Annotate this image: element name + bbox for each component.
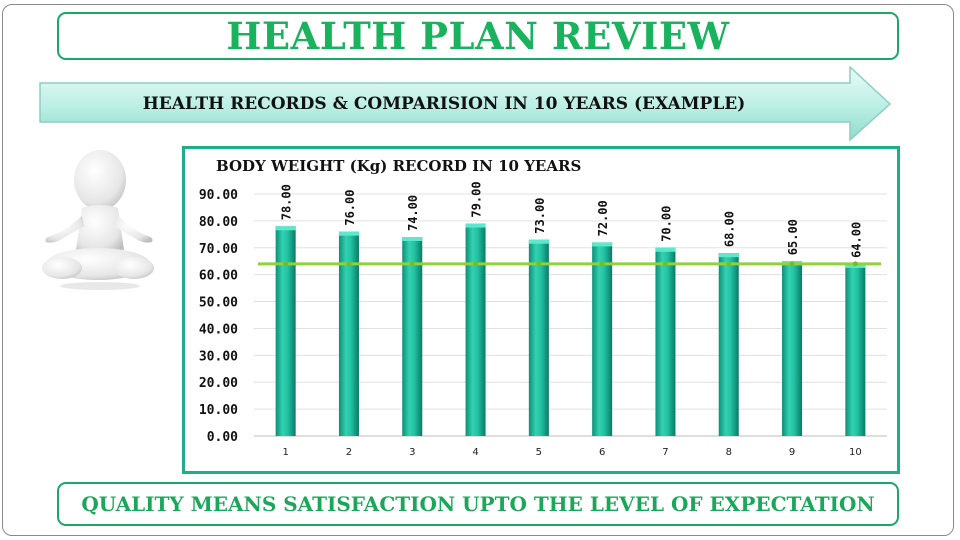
y-tick-label: 20.00 bbox=[199, 376, 238, 391]
target-point bbox=[473, 261, 479, 267]
data-label: 76.00 bbox=[343, 190, 357, 226]
target-point bbox=[536, 261, 542, 267]
data-label: 73.00 bbox=[533, 198, 547, 234]
bar-cap bbox=[655, 247, 676, 252]
data-label: 68.00 bbox=[723, 211, 737, 247]
bar bbox=[592, 242, 613, 436]
footer-text: QUALITY MEANS SATISFACTION UPTO THE LEVE… bbox=[81, 492, 875, 516]
page-title: HEALTH PLAN REVIEW bbox=[226, 14, 730, 58]
y-tick-label: 90.00 bbox=[199, 188, 238, 203]
data-label: 64.00 bbox=[849, 222, 863, 258]
bar bbox=[718, 253, 739, 436]
data-label: 72.00 bbox=[596, 200, 610, 236]
x-tick-label: 2 bbox=[346, 447, 352, 458]
y-tick-label: 70.00 bbox=[199, 242, 238, 257]
bar-cap bbox=[592, 242, 613, 247]
bar bbox=[782, 261, 803, 436]
bar bbox=[402, 237, 423, 436]
target-point bbox=[662, 261, 668, 267]
y-tick-label: 80.00 bbox=[199, 215, 238, 230]
x-tick-label: 1 bbox=[282, 447, 288, 458]
target-point bbox=[852, 261, 858, 267]
y-tick-label: 60.00 bbox=[199, 269, 238, 284]
x-tick-label: 8 bbox=[726, 447, 732, 458]
banner-text: HEALTH RECORDS & COMPARISION IN 10 YEARS… bbox=[142, 94, 746, 114]
data-label: 74.00 bbox=[406, 195, 420, 231]
bar-cap bbox=[275, 226, 296, 231]
bar-cap bbox=[465, 223, 486, 228]
x-tick-label: 5 bbox=[536, 447, 542, 458]
bar bbox=[275, 226, 296, 436]
target-point bbox=[283, 261, 289, 267]
x-tick-label: 6 bbox=[599, 447, 605, 458]
y-tick-label: 10.00 bbox=[199, 403, 238, 418]
data-label: 65.00 bbox=[786, 219, 800, 255]
y-tick-label: 30.00 bbox=[199, 349, 238, 364]
x-tick-label: 7 bbox=[662, 447, 668, 458]
chart-title: BODY WEIGHT (Kg) RECORD IN 10 YEARS bbox=[216, 157, 582, 175]
bar bbox=[655, 247, 676, 436]
y-tick-label: 0.00 bbox=[207, 430, 238, 445]
bar bbox=[845, 263, 866, 436]
y-tick-label: 50.00 bbox=[199, 296, 238, 311]
data-label: 78.00 bbox=[280, 184, 294, 220]
x-tick-label: 3 bbox=[409, 447, 415, 458]
x-tick-label: 4 bbox=[472, 447, 478, 458]
bar bbox=[465, 223, 486, 436]
data-label: 79.00 bbox=[470, 181, 484, 217]
banner-arrow bbox=[39, 66, 892, 142]
bar-cap bbox=[528, 239, 549, 244]
meditating-figure-icon bbox=[42, 150, 154, 290]
target-point bbox=[599, 261, 605, 267]
target-point bbox=[409, 261, 415, 267]
x-tick-label: 9 bbox=[789, 447, 795, 458]
bar bbox=[338, 231, 359, 436]
bar-cap bbox=[718, 253, 739, 258]
bar-cap bbox=[402, 237, 423, 242]
y-tick-label: 40.00 bbox=[199, 322, 238, 337]
bar-cap bbox=[338, 231, 359, 236]
title-box: HEALTH PLAN REVIEW bbox=[57, 12, 899, 60]
target-point bbox=[789, 261, 795, 267]
bar bbox=[528, 239, 549, 436]
target-point bbox=[726, 261, 732, 267]
footer-box: QUALITY MEANS SATISFACTION UPTO THE LEVE… bbox=[57, 482, 899, 526]
data-label: 70.00 bbox=[659, 206, 673, 242]
target-point bbox=[346, 261, 352, 267]
x-tick-label: 10 bbox=[849, 447, 862, 458]
